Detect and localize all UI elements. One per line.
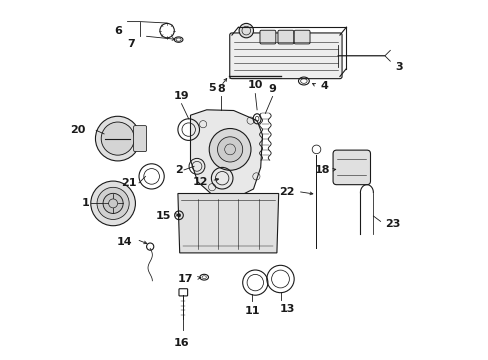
Text: 21: 21 (121, 178, 136, 188)
Text: 17: 17 (178, 274, 193, 284)
Circle shape (217, 137, 242, 162)
Text: 23: 23 (385, 219, 400, 229)
Text: 10: 10 (247, 80, 263, 90)
Text: 1: 1 (82, 198, 89, 208)
Text: 15: 15 (155, 211, 170, 221)
Text: 6: 6 (114, 26, 122, 36)
Circle shape (91, 181, 135, 226)
Circle shape (239, 23, 253, 38)
FancyBboxPatch shape (277, 30, 293, 44)
Circle shape (97, 187, 129, 220)
Text: 13: 13 (279, 304, 294, 314)
Circle shape (103, 193, 123, 213)
Circle shape (101, 122, 134, 155)
Text: 2: 2 (175, 165, 182, 175)
FancyBboxPatch shape (294, 30, 309, 44)
FancyBboxPatch shape (133, 126, 146, 152)
Text: 20: 20 (70, 125, 85, 135)
Circle shape (177, 213, 181, 217)
Text: 22: 22 (279, 186, 294, 197)
Text: 3: 3 (395, 62, 403, 72)
Polygon shape (178, 194, 278, 253)
Text: 16: 16 (173, 338, 189, 348)
Text: 14: 14 (116, 237, 132, 247)
Text: 8: 8 (217, 84, 225, 94)
FancyBboxPatch shape (260, 30, 275, 44)
Text: 9: 9 (268, 84, 276, 94)
Text: 18: 18 (314, 165, 329, 175)
FancyBboxPatch shape (229, 33, 342, 79)
Text: 7: 7 (127, 39, 134, 49)
FancyBboxPatch shape (332, 150, 370, 185)
Text: 4: 4 (320, 81, 328, 91)
Polygon shape (190, 110, 262, 198)
Text: 5: 5 (208, 83, 215, 93)
Circle shape (95, 116, 140, 161)
Circle shape (209, 129, 250, 170)
Text: 12: 12 (193, 177, 208, 187)
Text: 19: 19 (173, 91, 189, 101)
Text: 11: 11 (244, 306, 260, 316)
